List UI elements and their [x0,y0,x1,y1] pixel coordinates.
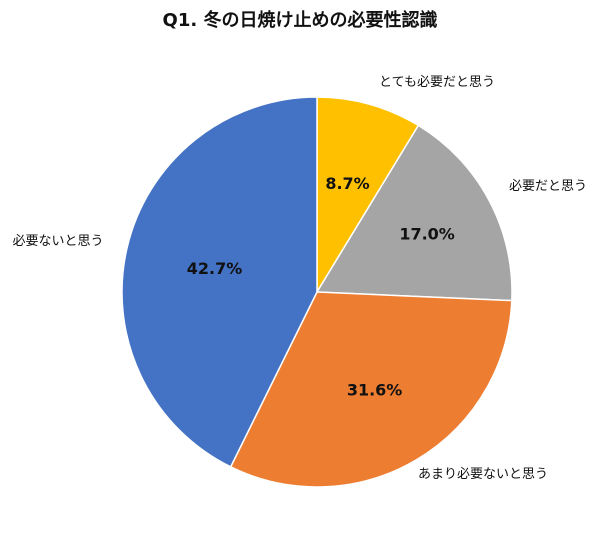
slice-1 [316,96,420,295]
slice-value-label: 31.6% [347,380,403,399]
slice-category-label: 必要ないと思う [12,234,103,249]
pie-labels: 8.7% とても必要だと思う 17.0% 必要だと思う 31.6% あまり必要ないと思う 4… [12,75,587,482]
slice-value-label: 17.0% [399,224,455,243]
slice-value-label: 8.7% [325,174,369,193]
slice-category-label: 必要だと思う [509,179,587,194]
slice-value-label: 42.7% [187,259,243,278]
slice-category-label: とても必要だと思う [379,75,495,90]
slice-category-label: あまり必要ないと思う [418,467,548,482]
pie-slices [121,96,513,488]
slice-2 [315,124,513,302]
slice-3 [229,291,513,488]
chart-title: Q1. 冬の日焼け止めの必要性認識 [162,10,438,31]
slice-4 [121,96,318,468]
